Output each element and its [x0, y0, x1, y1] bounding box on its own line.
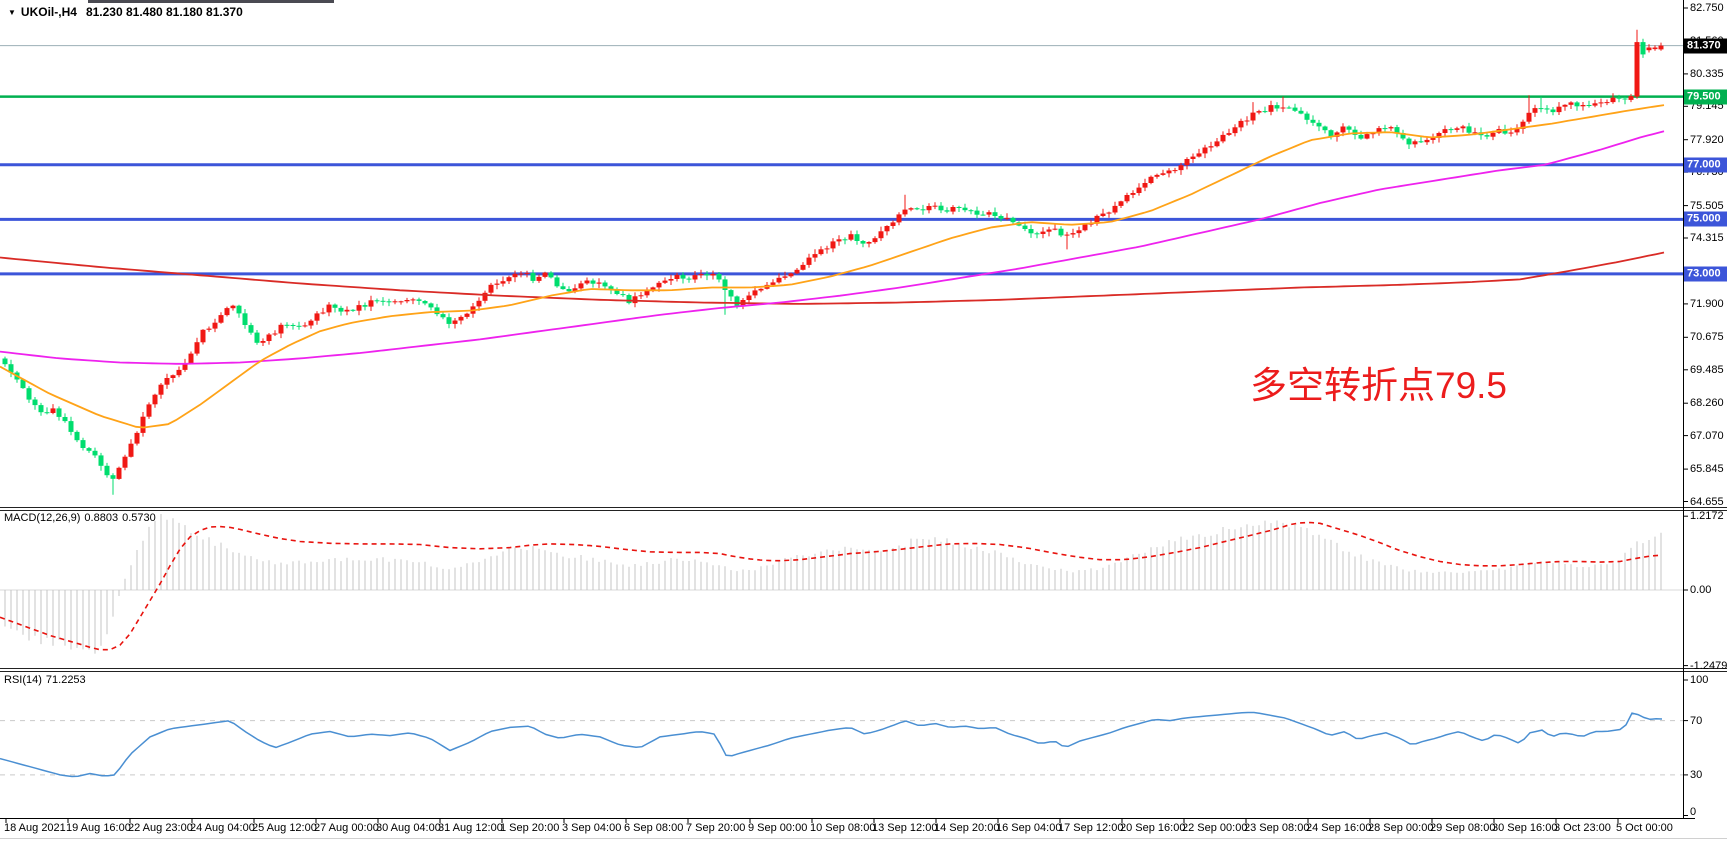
time-tick-label: 29 Sep 08:00	[1430, 822, 1496, 834]
time-tick-label: 31 Aug 12:00	[438, 822, 503, 834]
rsi-value: 71.2253	[45, 674, 86, 686]
symbol-name: UKOil-,H4	[20, 5, 77, 19]
window-edge-artifact	[88, 0, 334, 3]
time-tick-label: 14 Sep 20:00	[934, 822, 1000, 834]
time-tick-label: 3 Oct 23:00	[1554, 822, 1611, 834]
macd-signal-value: 0.5730	[122, 512, 156, 524]
macd-tick-label: 1.2172	[1690, 510, 1724, 523]
hline-price-badge: 73.000	[1684, 266, 1727, 282]
ma-slow-line	[0, 251, 1665, 305]
price-tick-label: 82.750	[1690, 2, 1724, 14]
macd-indicator-label: MACD(12,26,9) 0.8803 0.5730	[4, 512, 160, 524]
axis-tick-marks	[5, 7, 1688, 823]
time-tick-label: 5 Oct 00:00	[1616, 822, 1673, 834]
time-tick-label: 13 Sep 12:00	[872, 822, 938, 834]
time-tick-label: 23 Sep 08:00	[1244, 822, 1310, 834]
time-tick-label: 25 Aug 12:00	[252, 822, 317, 834]
time-tick-label: 6 Sep 08:00	[624, 822, 684, 834]
chart-annotation-text[interactable]: 多空转折点79.5	[1250, 365, 1508, 406]
time-tick-label: 20 Sep 16:00	[1120, 822, 1186, 834]
time-tick-label: 9 Sep 00:00	[748, 822, 808, 834]
price-tick-label: 65.845	[1690, 463, 1724, 476]
ma-mid-line	[0, 130, 1665, 365]
hline-price-badge: 79.500	[1684, 89, 1727, 105]
rsi-tick-label: 0	[1690, 806, 1697, 818]
rsi-name: RSI(14)	[4, 674, 42, 686]
price-tick-label: 68.260	[1690, 397, 1724, 410]
symbol-quotes: 81.230 81.480 81.180 81.370	[85, 5, 243, 19]
price-tick-label: 64.655	[1690, 495, 1724, 508]
time-tick-label: 24 Sep 16:00	[1306, 822, 1372, 834]
horizontal-level-lines[interactable]	[0, 95, 1684, 276]
time-tick-label: 3 Sep 04:00	[562, 822, 622, 834]
macd-histogram	[4, 514, 1662, 654]
price-tick-label: 70.675	[1690, 331, 1724, 344]
macd-main-value: 0.8803	[84, 512, 119, 524]
time-tick-label: 24 Aug 04:00	[190, 822, 255, 834]
time-tick-label: 7 Sep 20:00	[686, 822, 746, 834]
time-tick-label: 16 Sep 04:00	[996, 822, 1062, 834]
rsi-tick-label: 30	[1690, 768, 1703, 781]
ma-fast-line	[0, 104, 1665, 429]
price-tick-label: 69.485	[1690, 363, 1724, 376]
hline-price-badge: 77.000	[1684, 157, 1727, 173]
price-tick-label: 71.900	[1690, 297, 1724, 310]
rsi-tick-label: 100	[1690, 674, 1709, 686]
symbol-dropdown-icon: ▼	[8, 8, 16, 17]
hline-price-badge: 75.000	[1684, 211, 1727, 227]
macd-tick-label: 0.00	[1690, 584, 1712, 596]
macd-name: MACD(12,26,9)	[4, 512, 81, 524]
price-tick-label: 80.335	[1690, 67, 1724, 80]
price-tick-label: 77.920	[1690, 133, 1724, 146]
time-tick-label: 18 Aug 2021	[4, 822, 66, 834]
time-tick-label: 28 Sep 00:00	[1368, 822, 1434, 834]
macd-signal-line	[0, 521, 1661, 651]
rsi-line	[0, 711, 1663, 778]
time-tick-label: 17 Sep 12:00	[1058, 822, 1124, 834]
current-price-badge: 81.370	[1684, 38, 1727, 54]
time-tick-label: 27 Aug 00:00	[314, 822, 379, 834]
price-tick-label: 74.315	[1690, 232, 1724, 244]
time-tick-label: 19 Aug 16:00	[66, 822, 131, 834]
price-tick-label: 75.505	[1690, 199, 1724, 212]
time-tick-label: 30 Aug 04:00	[376, 822, 441, 834]
rsi-indicator-label: RSI(14) 71.2253	[4, 674, 90, 686]
rsi-level-lines	[0, 720, 1684, 776]
time-tick-label: 22 Sep 00:00	[1182, 822, 1248, 834]
candles-layer	[2, 29, 1664, 495]
symbol-title: ▼ UKOil-,H4 81.230 81.480 81.180 81.370	[8, 5, 243, 19]
time-tick-label: 1 Sep 20:00	[500, 822, 560, 834]
time-tick-label: 10 Sep 08:00	[810, 822, 876, 834]
time-tick-label: 30 Sep 16:00	[1492, 822, 1558, 834]
price-tick-label: 67.070	[1690, 429, 1724, 442]
rsi-tick-label: 70	[1690, 714, 1703, 727]
time-tick-label: 22 Aug 23:00	[128, 822, 193, 834]
macd-tick-label: -1.2479	[1690, 659, 1727, 672]
